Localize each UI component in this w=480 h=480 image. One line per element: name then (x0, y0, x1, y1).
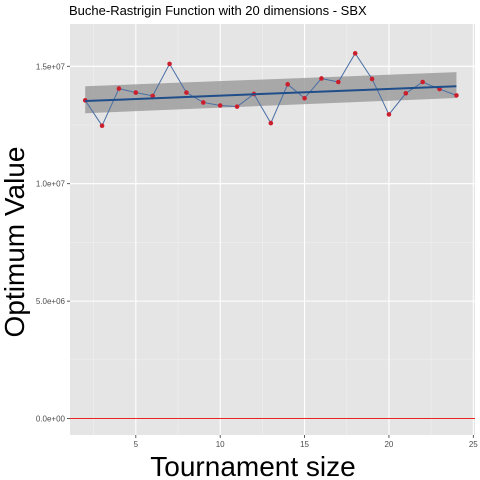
data-point (116, 86, 122, 91)
trend-layer (85, 85, 457, 103)
data-point (420, 79, 425, 85)
data-point (454, 93, 459, 98)
y-tick-label: 5.0e+06 (36, 297, 66, 306)
data-point (184, 90, 189, 95)
y-axis: 0.0e+00 5.0e+06 1.0e+07 1.5e+07 (36, 62, 70, 424)
data-point (369, 76, 375, 82)
x-tick-label: 25 (469, 440, 478, 449)
data-point (150, 93, 155, 99)
x-axis-title: Tournament size (150, 451, 355, 480)
data-point (352, 51, 358, 56)
data-point (268, 120, 274, 126)
data-point (336, 79, 341, 85)
y-axis-title: Optimum Value (0, 147, 30, 338)
data-point (403, 90, 409, 96)
data-point (133, 90, 139, 95)
y-tick-label: 0.0e+00 (36, 415, 66, 424)
data-point (302, 95, 307, 101)
trend-line (85, 85, 457, 103)
data-point (167, 61, 172, 67)
x-tick-label: 15 (300, 440, 309, 449)
data-point (319, 76, 324, 81)
data-point (217, 103, 223, 108)
x-tick-label: 20 (384, 440, 393, 449)
y-tick-label: 1.0e+07 (36, 180, 66, 189)
x-tick-label: 5 (134, 440, 139, 449)
x-tick-label: 10 (216, 440, 225, 449)
x-axis: 5 10 15 20 25 (134, 435, 478, 449)
chart-title: Buche-Rastrigin Function with 20 dimensi… (69, 3, 367, 18)
data-point (386, 112, 392, 117)
y-tick-label: 1.5e+07 (36, 62, 66, 71)
data-point (234, 104, 240, 109)
data-point (201, 100, 206, 105)
data-point (99, 123, 105, 128)
data-point (285, 82, 290, 87)
